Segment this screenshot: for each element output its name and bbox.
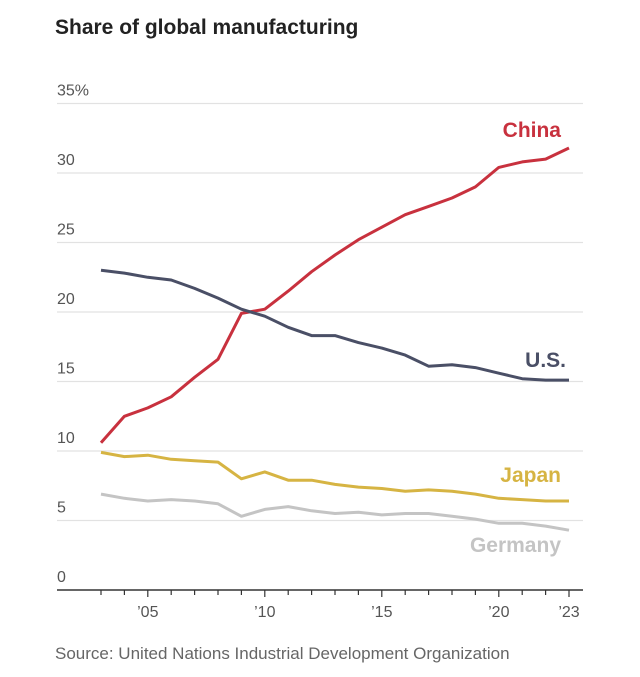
y-tick-label: 5 (57, 500, 66, 517)
series-line-germany (100, 492, 570, 532)
x-tick-label: ’15 (371, 604, 392, 621)
y-tick-label: 15 (57, 361, 75, 378)
x-tick-label: ’20 (488, 604, 509, 621)
series-label: China (503, 119, 562, 142)
x-tick-label: ’10 (254, 604, 275, 621)
series-line-japan (100, 450, 569, 503)
x-tick-label: ’05 (137, 604, 158, 621)
x-tick-label: ’23 (558, 604, 579, 621)
y-tick-label: 10 (57, 430, 75, 447)
series-line-china (99, 146, 570, 444)
y-tick-label: 25 (57, 222, 75, 239)
source-note: Source: United Nations Industrial Develo… (55, 644, 510, 663)
y-tick-label: 35% (57, 83, 89, 100)
series-label: Germany (470, 534, 561, 557)
y-tick-label: 30 (57, 152, 75, 169)
series-label: Japan (500, 464, 561, 487)
series-line-us (100, 268, 569, 382)
series-label: U.S. (525, 349, 566, 372)
y-tick-label: 0 (57, 569, 66, 586)
y-tick-label: 20 (57, 291, 75, 308)
chart-title: Share of global manufacturing (55, 16, 359, 39)
